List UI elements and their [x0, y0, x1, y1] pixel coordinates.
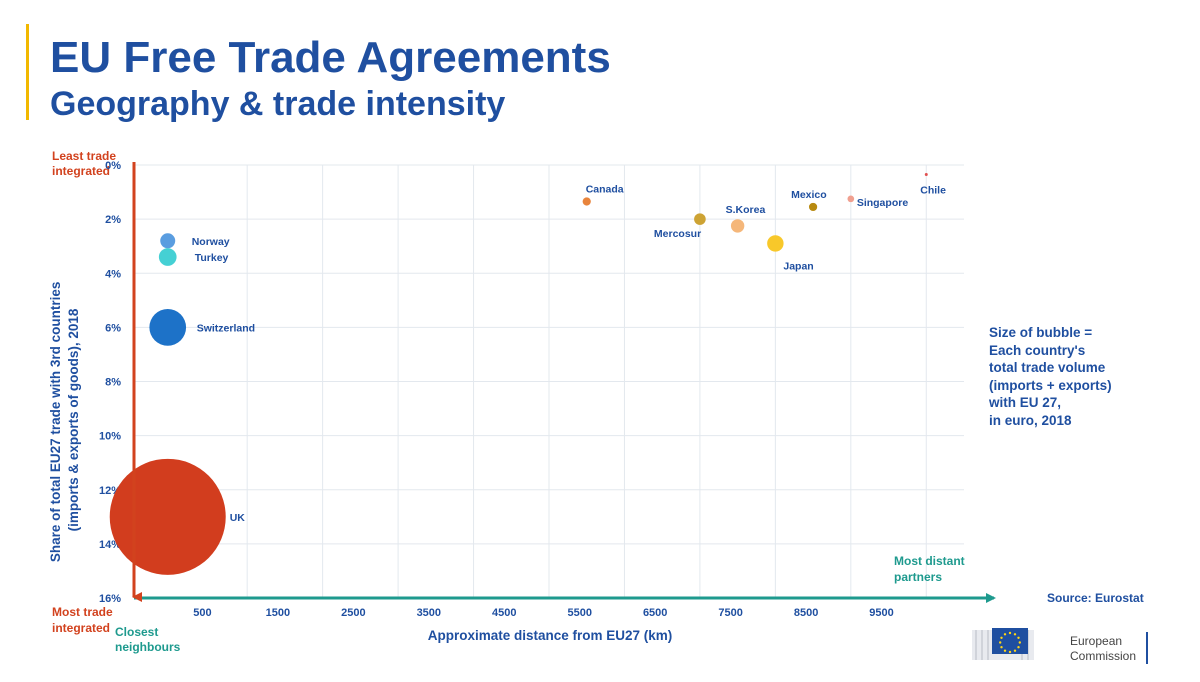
bubbles [109, 172, 928, 575]
bubble-label: Canada [586, 184, 624, 196]
ec-divider [1146, 632, 1148, 664]
y-tick-label: 8% [105, 377, 121, 389]
bubble-norway [160, 233, 176, 249]
x-tick-label: 4500 [492, 607, 516, 619]
page-title: EU Free Trade Agreements [50, 33, 611, 82]
bubble-turkey [158, 248, 177, 266]
bubble-label: Mercosur [654, 228, 701, 240]
european-commission-logo: European Commission [972, 624, 1152, 668]
x-tick-label: 3500 [417, 607, 441, 619]
page-subtitle: Geography & trade intensity [50, 85, 506, 123]
bubble-label: Mexico [791, 189, 827, 201]
y-tick-label: 2% [105, 214, 121, 226]
note-line: (imports + exports) [989, 377, 1112, 393]
bubble-size-note: Size of bubble = Each country's total tr… [989, 324, 1159, 429]
bubble-canada [582, 197, 591, 206]
axis-ticks: 0%2%4%6%8%10%12%14%16%500 1500 2500 3500 450… [99, 160, 894, 619]
x-tick-label: 2500 [341, 607, 365, 619]
bubble-label: Switzerland [197, 322, 255, 334]
source-label: Source: Eurostat [1047, 591, 1144, 605]
least-integrated-label: Least trade integrated [52, 149, 119, 178]
note-line: total trade volume [989, 360, 1106, 375]
distant-line2: partners [894, 570, 942, 584]
x-tick-label: 500 [193, 607, 211, 619]
bubble-label: S.Korea [726, 204, 766, 216]
note-line: Each country's [989, 342, 1086, 358]
note-line: Size of bubble = [989, 325, 1093, 340]
y-tick-label: 10% [99, 431, 121, 443]
most-distant-label: Most distant partners [894, 554, 968, 584]
x-tick-label: 6500 [643, 607, 667, 619]
least-integrated-line2: integrated [52, 164, 110, 178]
bubble-label: Japan [783, 260, 813, 272]
y-axis-title: Share of total EU27 trade with 3rd count… [48, 278, 81, 562]
bubble-s-korea [730, 219, 745, 233]
most-integrated-label: Most trade integrated [52, 605, 116, 635]
distant-line1: Most distant [894, 554, 965, 568]
most-integrated-line2: integrated [52, 621, 110, 635]
bubble-label: Singapore [857, 197, 909, 209]
chart-grid [134, 164, 964, 598]
y-tick-label: 4% [105, 268, 121, 280]
least-integrated-line1: Least trade [52, 149, 116, 163]
bubble-label: UK [230, 512, 246, 524]
bubble-chile [924, 172, 928, 176]
bubble-label: Turkey [195, 252, 229, 264]
accent-bar [26, 24, 29, 120]
ec-text-line2: Commission [1070, 649, 1137, 663]
bubble-labels: Norway Turkey Switzerland UK Canada Mercosur S… [192, 184, 946, 524]
closest-line1: Closest [115, 625, 158, 639]
most-integrated-line1: Most trade [52, 605, 113, 619]
y-tick-label: 16% [99, 593, 121, 605]
ec-text: European Commission [1070, 634, 1136, 664]
note-line: in euro, 2018 [989, 412, 1072, 428]
x-tick-label: 7500 [718, 607, 742, 619]
y-axis-title-line2: (imports & exports of goods), 2018 [66, 308, 81, 531]
x-tick-label: 9500 [869, 607, 893, 619]
bubble-label: Chile [920, 184, 946, 196]
x-axis-title: Approximate distance from EU27 (km) [428, 628, 673, 643]
commission-building-icon [972, 628, 1034, 660]
closest-line2: neighbours [115, 640, 181, 654]
x-tick-label: 5500 [567, 607, 591, 619]
bubble-switzerland [149, 309, 187, 346]
closest-neighbours-label: Closest neighbours [115, 625, 181, 654]
y-axis-title-line1: Share of total EU27 trade with 3rd count… [48, 282, 63, 563]
bubble-singapore [847, 195, 855, 203]
x-tick-label: 1500 [266, 607, 290, 619]
x-tick-label: 8500 [794, 607, 818, 619]
bubble-mexico [808, 202, 818, 212]
y-tick-label: 6% [105, 322, 121, 334]
ec-text-line1: European [1070, 634, 1123, 648]
y-tick-label: 0% [105, 160, 121, 172]
note-line: with EU 27, [989, 395, 1062, 410]
bubble-japan [767, 235, 784, 252]
bubble-label: Norway [192, 236, 230, 248]
bubble-mercosur [694, 213, 706, 225]
bubble-uk [109, 458, 226, 575]
